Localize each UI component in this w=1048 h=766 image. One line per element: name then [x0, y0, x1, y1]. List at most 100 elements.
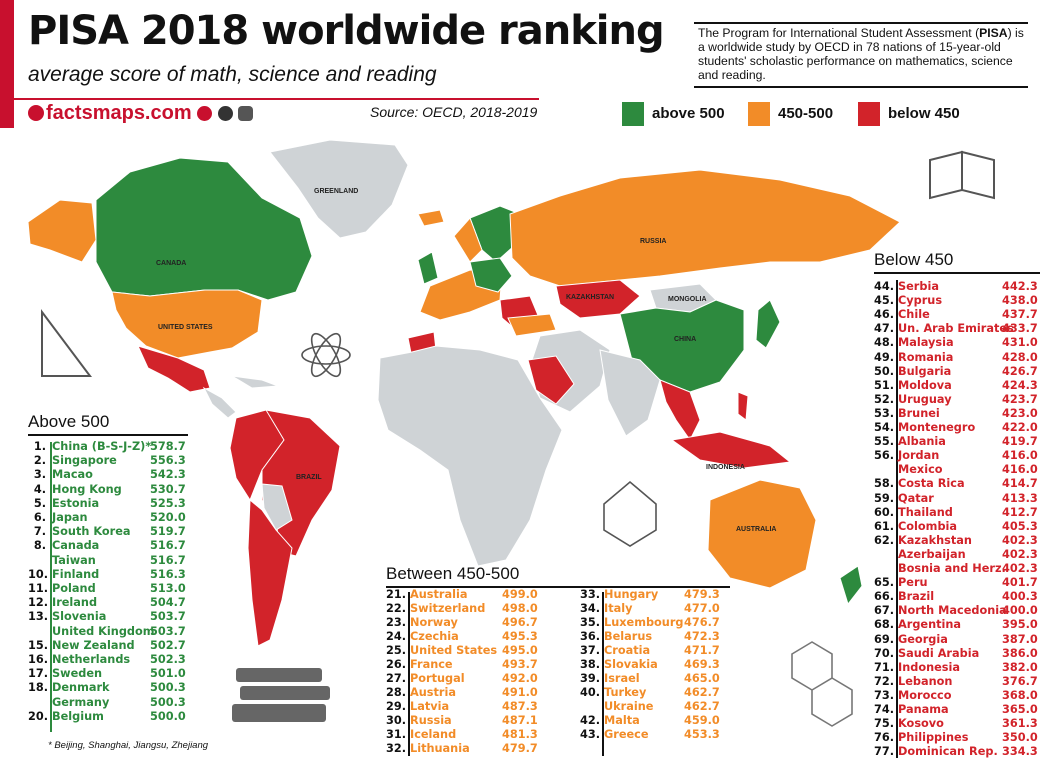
- facebook-icon[interactable]: [197, 106, 213, 121]
- ranking-row: 17. Sweden 501.0: [28, 667, 188, 681]
- atom-icon: [301, 332, 351, 378]
- region-new-zealand: [839, 565, 863, 606]
- country-score: 465.0: [684, 672, 720, 685]
- country-name: Croatia: [604, 644, 651, 657]
- country-name: Bulgaria: [898, 364, 952, 378]
- country-name: Netherlands: [52, 653, 131, 666]
- ranking-row: 2. Singapore 556.3: [28, 454, 188, 468]
- country-name: Norway: [410, 616, 458, 629]
- rank-number: 61.: [874, 519, 895, 533]
- country-score: 487.1: [502, 714, 538, 727]
- country-score: 442.3: [1002, 280, 1038, 293]
- country-score: 476.7: [684, 616, 720, 629]
- brand-logo[interactable]: factsmaps.com: [28, 102, 254, 125]
- map-label: RUSSIA: [640, 238, 667, 245]
- country-score: 462.7: [684, 700, 720, 713]
- country-name: Albania: [898, 435, 946, 449]
- twitter-icon[interactable]: [217, 106, 233, 121]
- country-score: 424.3: [1002, 378, 1038, 392]
- country-name: Azerbaijan: [898, 547, 966, 561]
- rank-number: 32.: [386, 742, 407, 755]
- country-name: Bosnia and Herz.: [898, 562, 1006, 575]
- list-divider: [408, 592, 410, 756]
- country-score: 495.0: [502, 644, 538, 657]
- region-africa: [377, 345, 563, 567]
- region-turkey: [507, 313, 557, 337]
- rank-number: 70.: [874, 646, 895, 660]
- country-name: Jordan: [898, 449, 940, 463]
- ranking-row: 31. Iceland 481.3: [386, 728, 566, 742]
- ranking-row: 23. Norway 496.7: [386, 616, 566, 630]
- ranking-row: 77. Dominican Rep. 334.3: [874, 745, 1040, 759]
- map-label: CANADA: [156, 260, 187, 267]
- ranking-row: 33. Hungary 479.3: [580, 588, 730, 602]
- country-name: Georgia: [898, 632, 948, 646]
- country-score: 500.3: [150, 681, 186, 695]
- rank-number: 46.: [874, 308, 895, 322]
- rank-number: 17.: [28, 667, 49, 681]
- ranking-row: 27. Portugal 492.0: [386, 672, 566, 686]
- country-name: Dominican Rep.: [898, 745, 998, 759]
- rank-number: 59.: [874, 491, 895, 505]
- country-score: 513.0: [150, 582, 186, 595]
- ranking-row: 47. Un. Arab Emirates 433.7: [874, 322, 1040, 336]
- brand-divider: [14, 98, 539, 100]
- ranking-row: 52. Uruguay 423.7: [874, 393, 1040, 407]
- country-name: Switzerland: [410, 602, 486, 615]
- country-score: 433.7: [1002, 322, 1038, 336]
- brand-name: factsmaps.com: [46, 102, 192, 124]
- country-name: Uruguay: [898, 392, 952, 406]
- ranking-row: 13. Slovenia 503.7: [28, 610, 188, 624]
- page-subtitle: average score of math, science and readi…: [28, 63, 437, 86]
- country-score: 368.0: [1002, 688, 1038, 702]
- ranking-row: 16. Netherlands 502.3: [28, 653, 188, 667]
- country-score: 419.7: [1002, 435, 1038, 449]
- rank-number: 40.: [580, 686, 601, 699]
- country-score: 431.0: [1002, 336, 1038, 350]
- rank-number: 4.: [33, 482, 46, 496]
- ranking-row: 60. Thailand 412.7: [874, 506, 1040, 520]
- ranking-row: 22. Switzerland 498.0: [386, 602, 566, 616]
- molecule-icon: [791, 641, 853, 727]
- country-score: 479.3: [684, 588, 720, 601]
- country-name: Israel: [604, 672, 640, 685]
- ranking-row: 24. Czechia 495.3: [386, 630, 566, 644]
- rank-number: 18.: [28, 681, 49, 695]
- country-score: 412.7: [1002, 505, 1038, 519]
- region-central-america: [202, 386, 237, 419]
- country-name: Panama: [898, 703, 949, 716]
- ranking-row: 37. Croatia 471.7: [580, 644, 730, 658]
- country-score: 493.7: [502, 658, 538, 671]
- rank-number: 5.: [33, 496, 46, 510]
- country-score: 491.0: [502, 686, 538, 699]
- rank-number: 51.: [874, 378, 895, 392]
- region-argentina-chile: [247, 498, 293, 647]
- ranking-row: 69. Georgia 387.0: [874, 633, 1040, 647]
- country-score: 422.0: [1002, 421, 1038, 434]
- country-score: 386.0: [1002, 646, 1038, 660]
- rank-number: 39.: [580, 672, 601, 685]
- country-name: Saudi Arabia: [898, 646, 980, 660]
- rank-number: 76.: [874, 731, 895, 745]
- country-name: Indonesia: [898, 660, 961, 674]
- rank-number: 1.: [33, 440, 46, 453]
- country-score: 416.0: [1002, 463, 1038, 477]
- country-score: 462.7: [684, 686, 720, 699]
- country-name: United Kingdom: [52, 624, 155, 638]
- rank-number: 44.: [874, 280, 895, 293]
- ranking-row: 11. Poland 513.0: [28, 582, 188, 596]
- instagram-icon[interactable]: [238, 106, 254, 121]
- country-score: 459.0: [684, 714, 720, 727]
- country-score: 516.7: [150, 553, 186, 567]
- rank-number: 16.: [28, 653, 49, 666]
- map-label: BRAZIL: [296, 474, 322, 481]
- list-above-500: Above 500 1. China (B-S-J-Z)* 578.7 2. Singa…: [28, 412, 188, 732]
- rank-number: 25.: [386, 644, 407, 657]
- rank-number: 12.: [28, 596, 49, 610]
- rank-number: 3.: [33, 468, 46, 482]
- rank-number: 54.: [874, 421, 895, 434]
- world-map: [27, 139, 995, 727]
- country-name: Czechia: [410, 630, 459, 643]
- ranking-row: 6. Japan 520.0: [28, 511, 188, 525]
- region-mexico: [137, 345, 211, 393]
